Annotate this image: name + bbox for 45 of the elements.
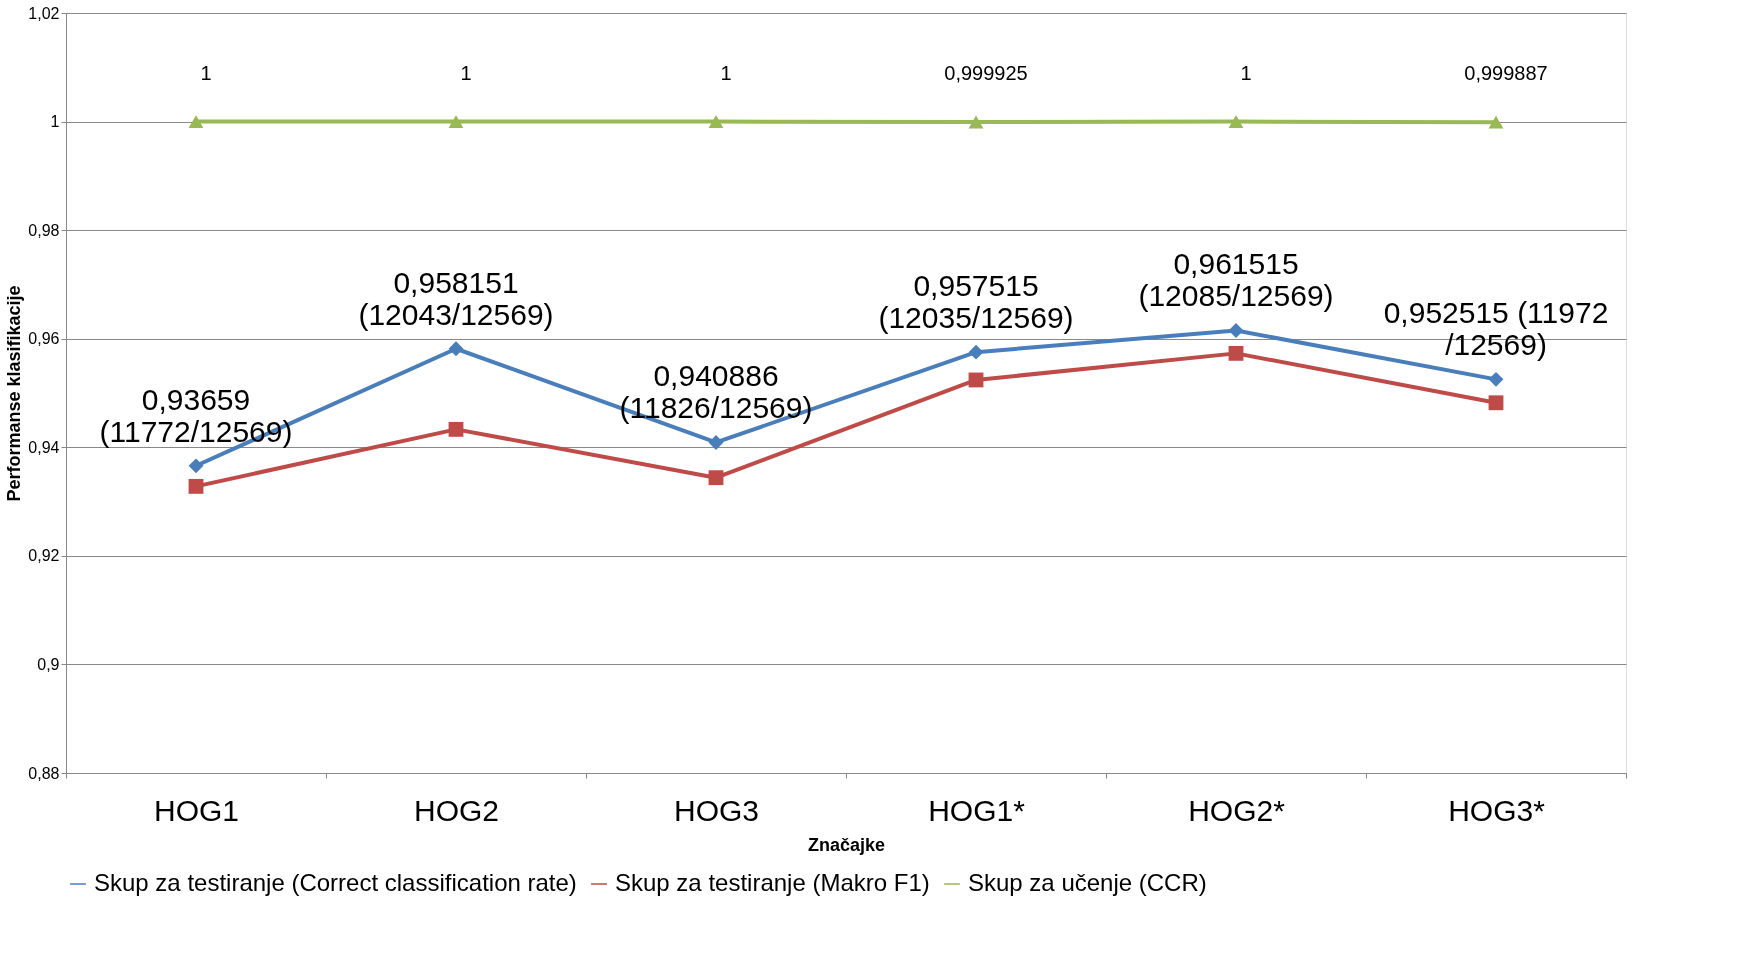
point	[708, 115, 724, 128]
point	[968, 115, 984, 129]
point	[448, 341, 464, 357]
data-label: 1	[1240, 61, 1252, 84]
y-tick-label: 0,96	[28, 330, 60, 348]
x-axis-title: Značajke	[807, 834, 886, 855]
point	[448, 115, 464, 128]
y-axis-title: Performanse klasifikacije	[4, 285, 25, 502]
data-label: 1	[720, 61, 732, 84]
x-tick-label: HOG2	[413, 793, 500, 827]
point	[188, 115, 204, 128]
point	[1488, 395, 1504, 411]
y-tick-label: 0,92	[28, 547, 60, 565]
y-tick-label: 1	[50, 113, 60, 131]
legend-label: Skup za učenje (CCR)	[968, 869, 1207, 896]
point	[448, 421, 464, 437]
point	[708, 470, 724, 486]
data-label: 0,961515 (12085/12569)	[1138, 247, 1334, 313]
legend-label: Skup za testiranje (Correct classification rate)	[94, 869, 577, 896]
y-tick-label: 0,94	[28, 438, 60, 456]
x-tick-label: HOG2*	[1188, 793, 1286, 827]
point	[968, 344, 984, 360]
y-tick-label: 1,02	[28, 4, 60, 22]
data-label: 0,940886 (11826/12569)	[619, 359, 813, 425]
data-label: 0,958151 (12043/12569)	[358, 265, 554, 331]
y-tick-label: 0,9	[37, 655, 60, 673]
data-label: 0,999887	[1464, 62, 1548, 85]
point	[1488, 371, 1504, 387]
point	[188, 478, 204, 494]
x-tick-label: HOG1*	[928, 793, 1026, 827]
y-tick-label: 0,98	[28, 221, 60, 239]
x-tick-label: HOG3*	[1448, 793, 1546, 827]
data-label: 0,999925	[944, 61, 1028, 84]
point	[1228, 345, 1244, 361]
point	[1228, 115, 1244, 128]
data-label: 1	[460, 61, 472, 84]
legend-label: Skup za testiranje (Makro F1)	[615, 869, 930, 896]
y-tick-label: 0,88	[28, 764, 60, 782]
x-tick-label: HOG3	[673, 793, 760, 827]
data-label: 1	[200, 61, 212, 84]
point	[1488, 115, 1504, 129]
x-tick-label: HOG1	[153, 793, 240, 827]
data-label: 0,957515 (12035/12569)	[878, 269, 1074, 335]
point	[188, 458, 204, 474]
data-label: 0,952515 (11972 /12569)	[1383, 296, 1609, 362]
